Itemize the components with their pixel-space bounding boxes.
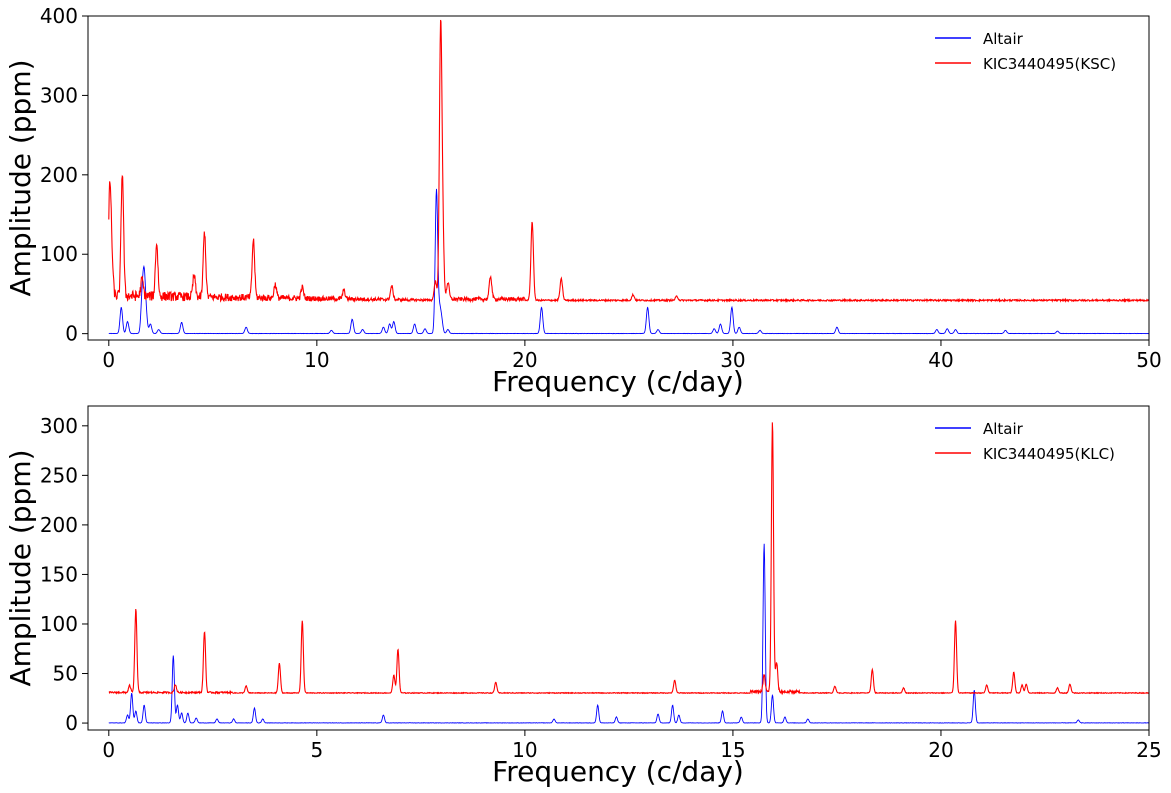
panel-bottom-y-axis-label: Amplitude (ppm)	[4, 449, 37, 686]
panel-bottom-frame	[87, 405, 1150, 731]
panel-bottom-x-tick-label: 15	[720, 738, 745, 762]
panel-top-x-axis-label: Frequency (c/day)	[492, 365, 744, 398]
legend-label-kic-ksc: KIC3440495(KSC)	[983, 55, 1116, 73]
panel-bottom-y-tick-label: 0	[65, 711, 78, 735]
panel-top-x-tick-label: 40	[928, 348, 953, 372]
panel-bottom-x-axis-label: Frequency (c/day)	[492, 755, 744, 788]
panel-bottom-series	[108, 422, 1149, 724]
panel-bottom-x-tick-label: 20	[928, 738, 953, 762]
panel-bottom-y-tick-label: 50	[53, 662, 78, 686]
legend-label-altair: Altair	[983, 420, 1024, 438]
panel-bottom-y-tick-label: 200	[40, 513, 78, 537]
panel-top-series-kic-line	[108, 19, 1149, 304]
panel-top-y-tick-label: 200	[40, 163, 78, 187]
panel-top-series	[108, 19, 1149, 335]
panel-top-y-tick-label: 100	[40, 242, 78, 266]
panel-bottom-x-tick-label: 10	[512, 738, 537, 762]
panel-top-frame	[87, 15, 1150, 341]
panel-bottom-x-tick-label: 5	[310, 738, 323, 762]
panel-bottom-x-tick-label: 0	[102, 738, 115, 762]
panel-bottom-y-tick-label: 300	[40, 414, 78, 438]
panel-top-series-altair-line	[108, 188, 1149, 335]
panel-bottom-series-altair-line	[108, 543, 1149, 724]
panel-top-y-tick-label: 400	[40, 4, 78, 28]
panel-top-x-tick-label: 50	[1136, 348, 1161, 372]
panel-bottom-y-tick-label: 250	[40, 463, 78, 487]
panel-bottom-y-tick-label: 150	[40, 562, 78, 586]
panel-top-x-tick-label: 10	[304, 348, 329, 372]
panel-top-ticks: 0 10 20 30 40 50 0 100 200 300 400	[40, 4, 1162, 372]
legend-label-kic-klc: KIC3440495(KLC)	[983, 445, 1115, 463]
panel-top-x-tick-label: 0	[102, 348, 115, 372]
panel-top-legend: Altair KIC3440495(KSC)	[935, 30, 1116, 73]
panel-bottom-x-tick-label: 25	[1136, 738, 1161, 762]
panel-top-x-tick-label: 30	[720, 348, 745, 372]
panel-top-x-tick-label: 20	[512, 348, 537, 372]
panel-top-y-axis-label: Amplitude (ppm)	[4, 59, 37, 296]
panel-top-y-tick-label: 0	[65, 322, 78, 346]
panel-bottom-series-kic-line	[108, 422, 1149, 696]
panel-bottom-legend: Altair KIC3440495(KLC)	[935, 420, 1115, 463]
legend-label-altair: Altair	[983, 30, 1024, 48]
panel-bottom-y-tick-label: 100	[40, 612, 78, 636]
panel-top: 0 10 20 30 40 50 0 100 200 300 400 Frequency (c/da…	[4, 4, 1162, 398]
panel-top-y-tick-label: 300	[40, 83, 78, 107]
